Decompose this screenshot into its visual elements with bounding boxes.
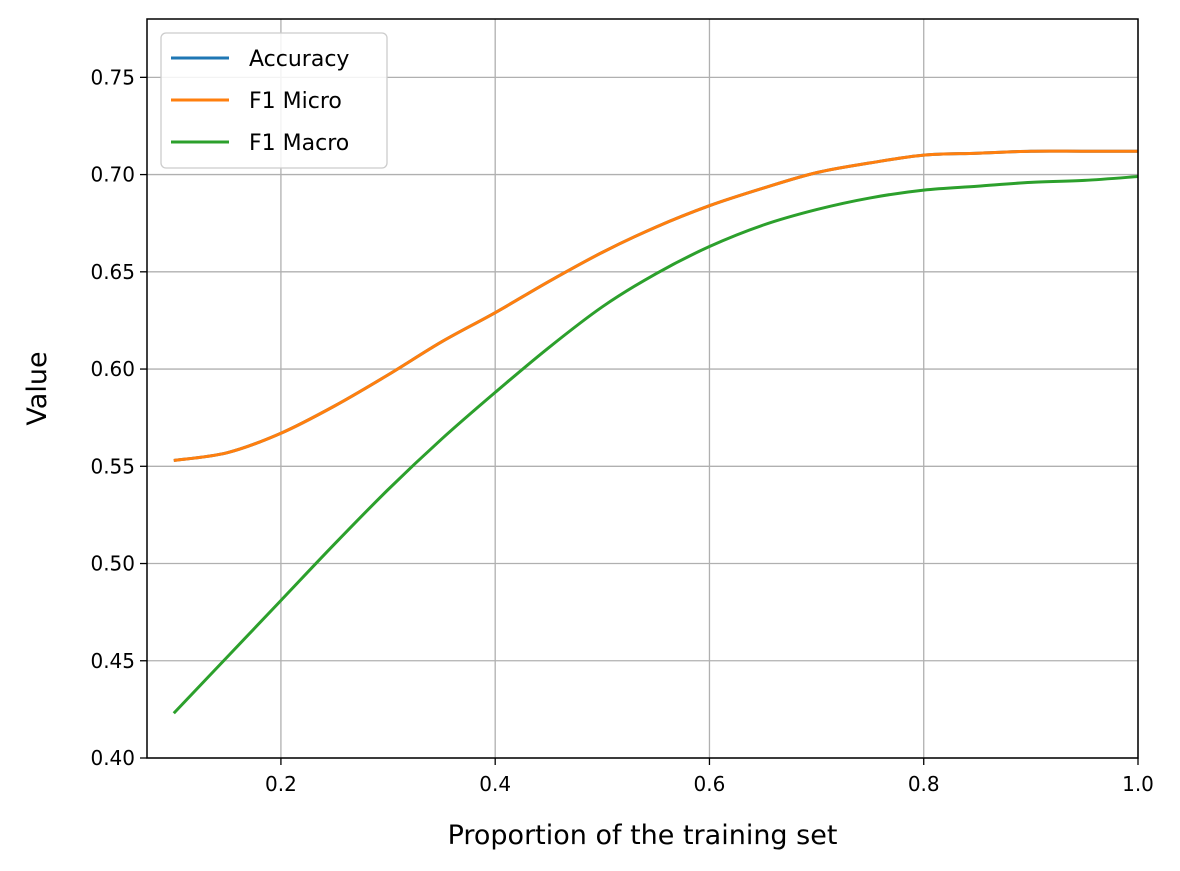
y-axis-title: Value	[22, 351, 53, 425]
y-tick-label: 0.40	[90, 746, 135, 770]
legend-label-accuracy: Accuracy	[249, 47, 349, 72]
y-tick-label: 0.45	[90, 649, 135, 673]
x-tick-label: 1.0	[1122, 772, 1154, 796]
series-line-f1-micro	[173, 149, 1138, 462]
y-tick-label: 0.55	[90, 454, 135, 478]
grid-lines	[147, 19, 1139, 759]
y-tick-label: 0.75	[90, 65, 135, 89]
plot-frame	[146, 18, 1139, 759]
y-tick-label: 0.65	[90, 260, 135, 284]
y-tick-label: 0.60	[90, 357, 135, 381]
y-tick-label: 0.70	[90, 163, 135, 187]
legend-box	[160, 32, 388, 169]
x-axis-title: Proportion of the training set	[448, 820, 838, 851]
x-tick-label: 0.4	[479, 772, 511, 796]
series-lines	[172, 149, 1139, 715]
x-tick-label: 0.2	[265, 772, 297, 796]
y-tick-label: 0.50	[90, 552, 135, 576]
legend-label-f1-macro: F1 Macro	[249, 131, 349, 156]
y-axis-ticks: 0.40 0.45 0.50 0.55 0.60 0.65 0.70 0.75	[90, 65, 147, 770]
legend: Accuracy F1 Micro F1 Macro	[160, 32, 388, 169]
legend-label-f1-micro: F1 Micro	[249, 89, 342, 114]
series-line-f1-macro	[172, 175, 1139, 715]
x-axis-ticks: 0.2 0.4 0.6 0.8 1.0	[265, 758, 1154, 796]
x-tick-label: 0.6	[694, 772, 726, 796]
x-tick-label: 0.8	[908, 772, 940, 796]
